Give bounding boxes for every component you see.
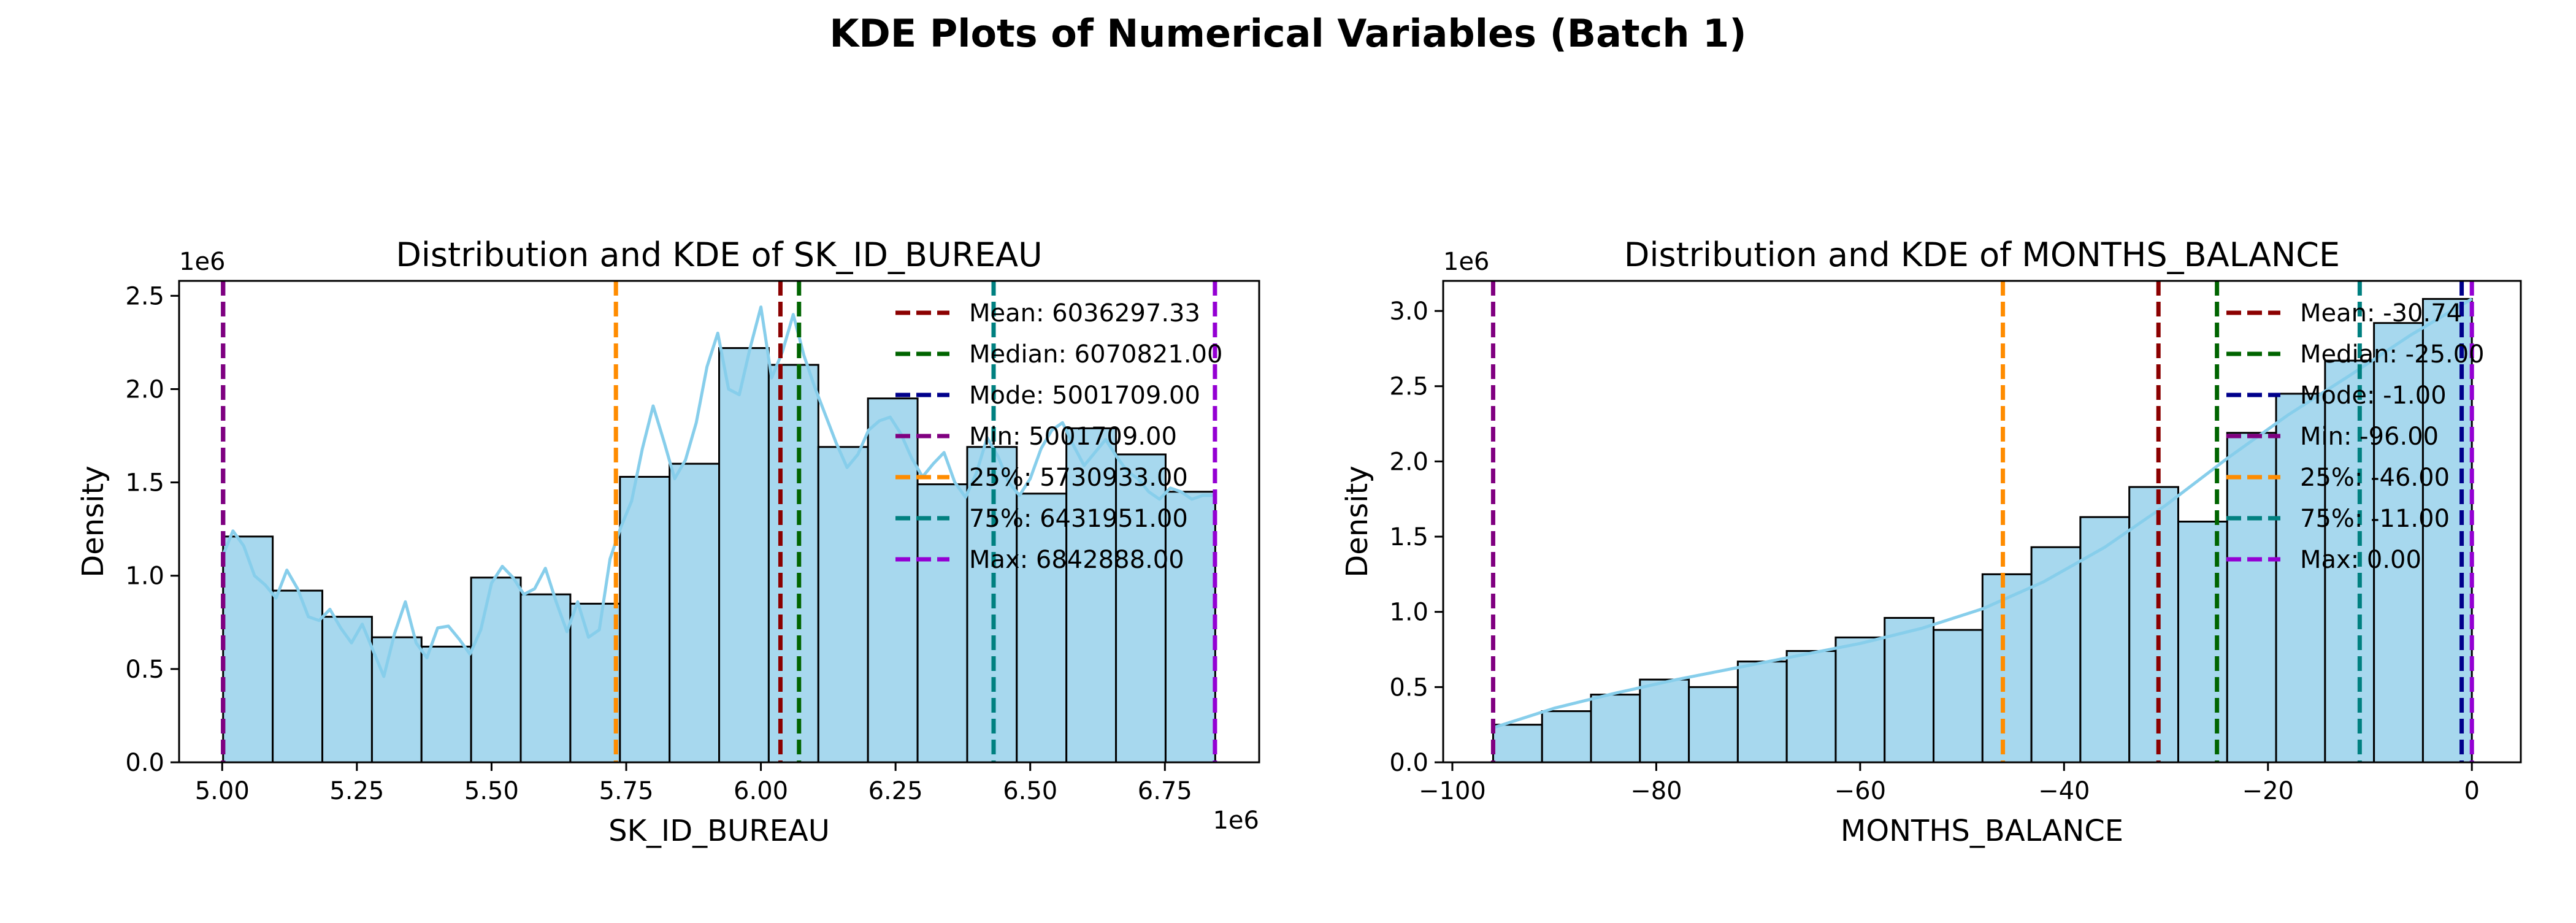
histogram-bar — [767, 364, 819, 762]
histogram-bar — [1688, 686, 1739, 762]
x-tick-label: −60 — [1834, 777, 1886, 805]
histogram-bar — [2324, 359, 2375, 762]
histogram-bar — [1736, 661, 1788, 762]
legend-label: Min: -96.00 — [2300, 423, 2439, 451]
y-tick-label: 0.5 — [1389, 673, 1428, 702]
histogram-bar — [619, 475, 671, 762]
x-axis-label: SK_ID_BUREAU — [608, 814, 830, 848]
legend-label: Median: -25.00 — [2300, 340, 2485, 369]
histogram-bar — [1785, 649, 1837, 762]
histogram-bar — [1115, 453, 1167, 762]
x-tick-label: 5.25 — [329, 777, 384, 805]
x-tick-label: 5.75 — [599, 777, 653, 805]
legend-label: Mean: 6036297.33 — [969, 299, 1200, 327]
x-tick-label: −80 — [1630, 777, 1682, 805]
y-tick-label: 1.0 — [1389, 599, 1428, 627]
legend-label: Mode: -1.00 — [2300, 381, 2447, 410]
histogram-bar — [1933, 629, 1984, 762]
histogram-bar — [2275, 393, 2326, 762]
y-axis-label: Density — [76, 465, 110, 577]
y-axis-label: Density — [1340, 465, 1374, 577]
x-tick-label: 6.75 — [1138, 777, 1192, 805]
histogram-bar — [1834, 636, 1886, 762]
legend-label: Max: 0.00 — [2300, 546, 2421, 574]
x-tick-label: 6.00 — [734, 777, 788, 805]
histogram-bar — [1492, 724, 1543, 762]
chart-panel-sk-id-bureau: 5.00 5.25 5.50 5.75 6.00 6.25 6.50 6.75 0.0 0.5 1.… — [76, 236, 1260, 848]
y-tick-label: 2.0 — [125, 375, 164, 404]
x-tick-label: 6.50 — [1003, 777, 1057, 805]
histogram-bar — [669, 462, 721, 762]
histogram-bar — [916, 483, 968, 762]
axes-frame — [1442, 280, 2522, 764]
legend-label: 25%: 5730933.00 — [969, 464, 1188, 492]
kde-curve — [1492, 297, 2473, 729]
legend-label: 75%: 6431951.00 — [969, 505, 1188, 533]
y-tick-label: 1.0 — [125, 562, 164, 591]
x-tick-label: −20 — [2242, 777, 2294, 805]
histogram-bar — [817, 446, 869, 762]
histogram-bar — [420, 645, 472, 762]
chart-title: Distribution and KDE of SK_ID_BUREAU — [396, 236, 1042, 274]
histogram-bar — [2373, 322, 2424, 762]
x-offset-label: 1e6 — [1213, 806, 1259, 835]
figure-title: KDE Plots of Numerical Variables (Batch … — [829, 11, 1746, 56]
legend-label: 75%: -11.00 — [2300, 505, 2450, 533]
axes-frame — [178, 280, 1260, 764]
histogram-bar — [1639, 678, 1690, 762]
histogram-bar — [718, 347, 770, 762]
histogram-bar — [1590, 694, 1641, 762]
x-axis-label: MONTHS_BALANCE — [1841, 814, 2123, 848]
histogram-bar — [1981, 573, 2033, 762]
histogram-bar — [867, 397, 919, 762]
legend-label: Min: 5001709.00 — [969, 423, 1177, 451]
y-tick-label: 0.0 — [125, 749, 164, 777]
y-tick-label: 0.5 — [125, 656, 164, 684]
y-tick-label: 2.5 — [1389, 373, 1428, 401]
x-tick-label: 5.00 — [195, 777, 250, 805]
histogram-bar — [222, 535, 274, 762]
histogram-bar — [569, 602, 621, 762]
y-tick-label: 3.0 — [1389, 297, 1428, 326]
histogram-bar — [1541, 710, 1592, 762]
y-tick-label: 2.0 — [1389, 448, 1428, 476]
legend-label: Mode: 5001709.00 — [969, 381, 1200, 410]
histogram-bar — [370, 636, 423, 762]
histogram-bar — [1884, 617, 1935, 762]
y-offset-label: 1e6 — [179, 248, 226, 276]
legend-label: 25%: -46.00 — [2300, 464, 2450, 492]
histogram-bar — [2226, 432, 2277, 762]
y-tick-label: 1.5 — [125, 469, 164, 497]
histogram-bar — [470, 576, 522, 762]
x-tick-label: −100 — [1419, 777, 1486, 805]
histogram-bar — [272, 589, 324, 762]
y-tick-label: 2.5 — [125, 282, 164, 310]
histogram-bar — [2079, 516, 2131, 762]
histogram-bar — [1164, 491, 1216, 762]
chart-panel-months-balance: −100 −80 −60 −40 −20 0 0.0 0.5 1.0 1.5 2.0 2.5 3.0 1e… — [1340, 236, 2522, 848]
kde-curve — [220, 305, 1214, 678]
x-tick-label: 6.25 — [868, 777, 923, 805]
histogram-bar — [321, 616, 373, 762]
legend-label: Median: 6070821.00 — [969, 340, 1222, 369]
histogram-bar — [2030, 546, 2082, 762]
x-tick-label: −40 — [2038, 777, 2090, 805]
plot-area — [220, 281, 1217, 762]
chart-title: Distribution and KDE of MONTHS_BALANCE — [1624, 236, 2340, 274]
y-tick-label: 0.0 — [1389, 749, 1428, 777]
histogram-bar — [2177, 521, 2228, 762]
y-offset-label: 1e6 — [1443, 248, 1490, 276]
y-tick-label: 1.5 — [1389, 523, 1428, 551]
legend-label: Max: 6842888.00 — [969, 546, 1184, 574]
x-tick-label: 0 — [2464, 777, 2479, 805]
plot-area — [1490, 281, 2474, 762]
x-tick-label: 5.50 — [464, 777, 519, 805]
legend-label: Mean: -30.74 — [2300, 299, 2462, 327]
histogram-bar — [1016, 492, 1068, 762]
histogram-bar — [2128, 486, 2179, 762]
